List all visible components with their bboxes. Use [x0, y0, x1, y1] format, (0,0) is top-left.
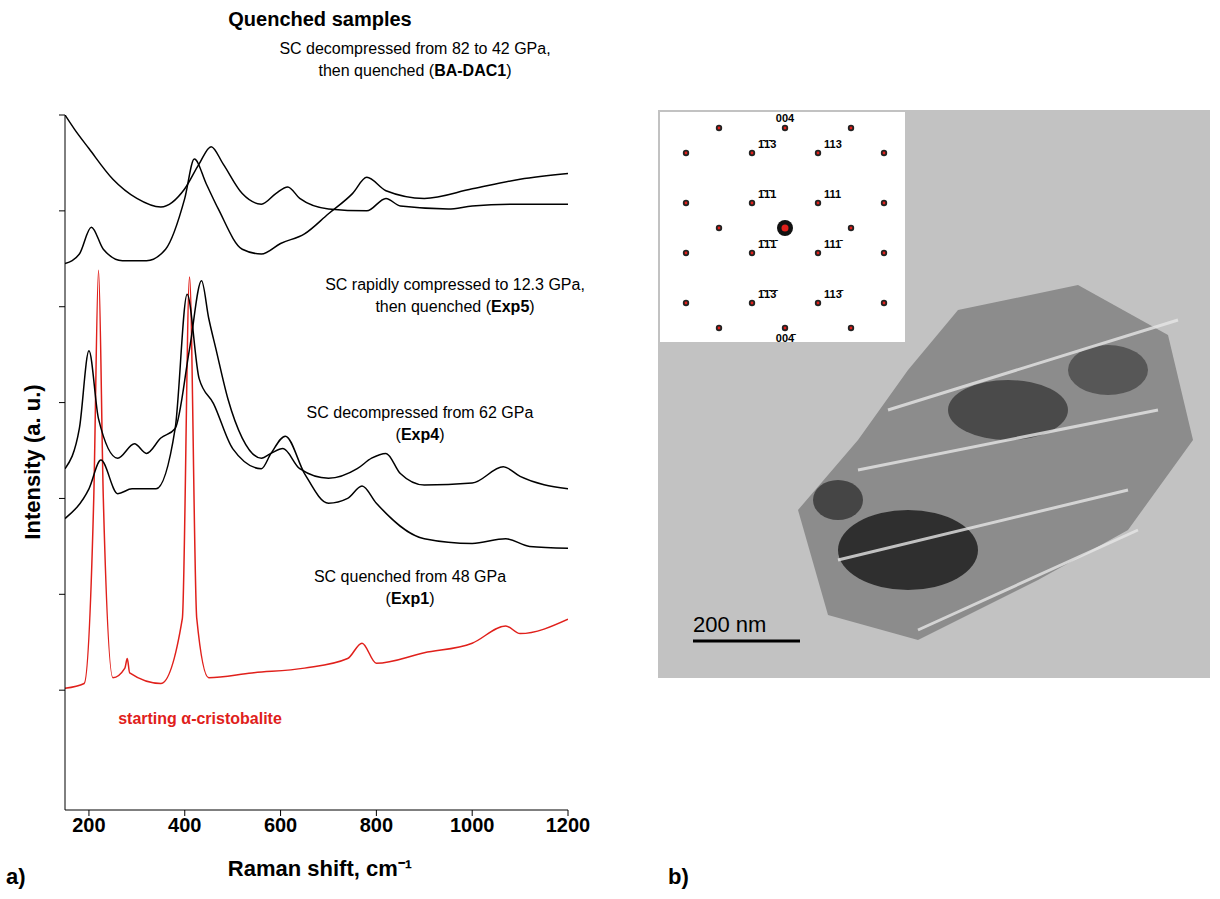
svg-text:111: 111 — [824, 188, 841, 200]
svg-text:600: 600 — [264, 814, 297, 836]
svg-text:200: 200 — [72, 814, 105, 836]
html-text:SC decompressed from 62 GPa: SC decompressed from 62 GPa — [306, 404, 534, 421]
svg-text:1̄1̄1̄: 1̄1̄1̄ — [758, 238, 778, 250]
svg-text:113̄: 113̄ — [824, 288, 844, 300]
html-text:SC rapidly compressed to 12.3: SC rapidly compressed to 12.3 GPa, — [325, 276, 585, 293]
html-text:a): a) — [6, 864, 26, 889]
svg-text:1000: 1000 — [450, 814, 495, 836]
svg-text:004̄: 004̄ — [776, 332, 796, 344]
html-text:Quenched samples: Quenched samples — [228, 8, 412, 30]
html-text:then quenched (Exp5): then quenched (Exp5) — [375, 298, 535, 315]
svg-text:800: 800 — [360, 814, 393, 836]
html-text:SC decompressed from 82 to 42: SC decompressed from 82 to 42 GPa, — [279, 40, 551, 57]
svg-text:200 nm: 200 nm — [693, 612, 766, 637]
html-text:then quenched (BA-DAC1): then quenched (BA-DAC1) — [318, 62, 512, 79]
svg-text:004: 004 — [776, 112, 795, 124]
svg-text:1̄1̄3: 1̄1̄3 — [758, 138, 776, 150]
html-text:SC quenched from 48 GPa: SC quenched from 48 GPa — [313, 568, 506, 585]
html-text:starting α-cristobalite: starting α-cristobalite — [118, 710, 282, 727]
svg-text:111̄: 111̄ — [824, 238, 843, 250]
svg-text:113: 113 — [824, 138, 842, 150]
svg-text:Intensity (a. u.): Intensity (a. u.) — [20, 384, 45, 539]
svg-text:400: 400 — [168, 814, 201, 836]
svg-text:1̄1̄1: 1̄1̄1 — [758, 188, 776, 200]
svg-text:1̄1̄3̄: 1̄1̄3̄ — [758, 288, 778, 300]
html-text:(Exp1): (Exp1) — [385, 590, 435, 607]
svg-text:1200: 1200 — [546, 814, 591, 836]
html-text:(Exp4): (Exp4) — [395, 426, 445, 443]
html-text:b): b) — [668, 864, 689, 889]
html-text:Raman shift, cm⁻¹: Raman shift, cm⁻¹ — [227, 856, 413, 881]
